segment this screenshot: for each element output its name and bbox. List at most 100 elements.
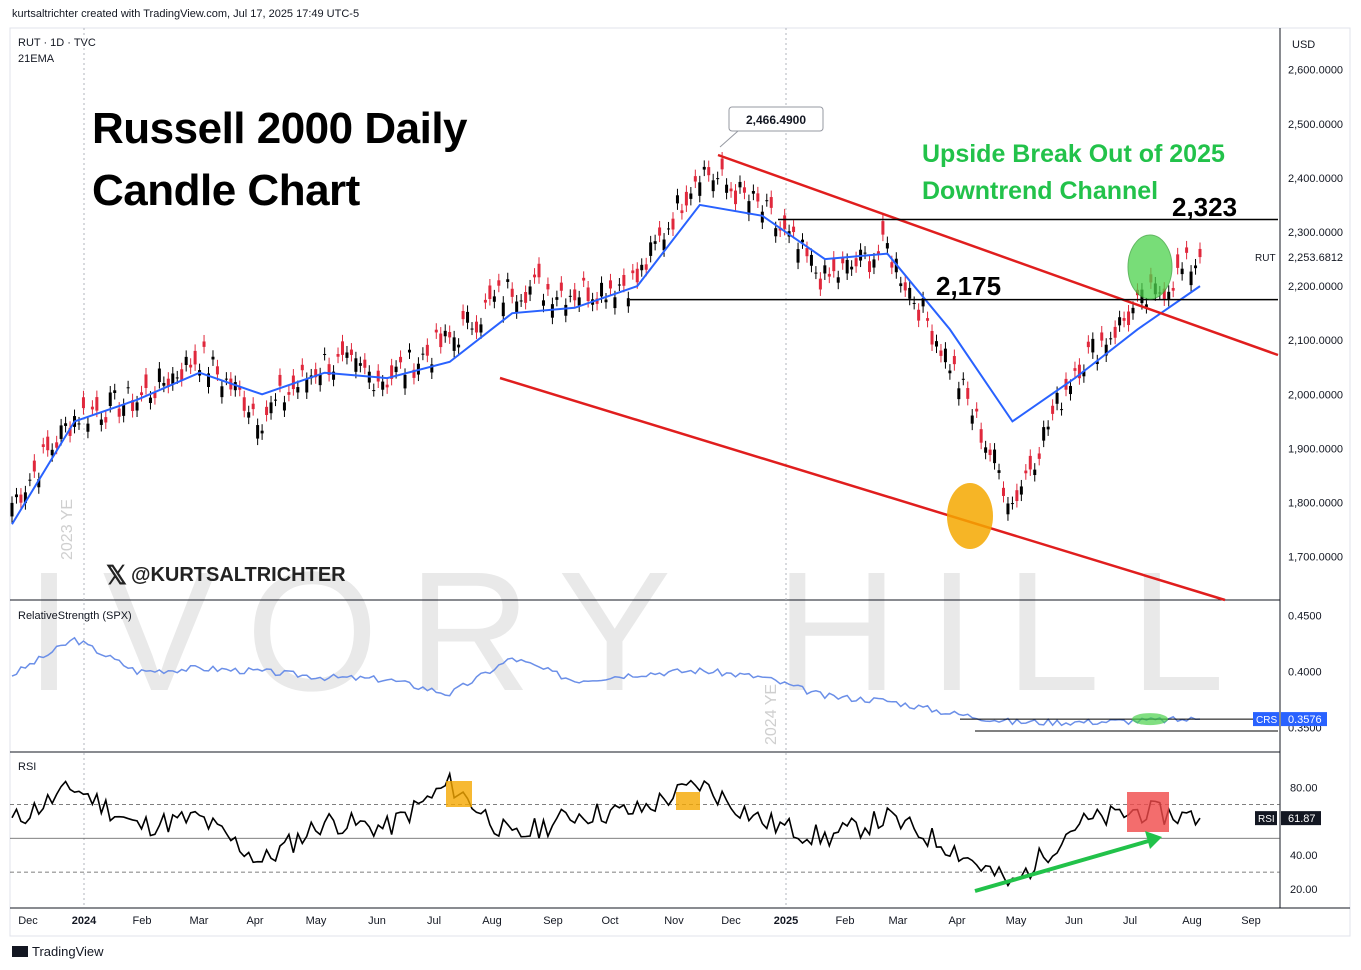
candle-body: [662, 239, 666, 251]
candle-body: [122, 405, 126, 416]
candle-body: [1077, 364, 1081, 379]
currency-label[interactable]: USD: [1292, 39, 1315, 51]
candle-body: [707, 167, 711, 176]
candle-body: [1171, 287, 1175, 291]
candle-body: [626, 298, 630, 307]
candle-body: [153, 392, 157, 399]
candle-body: [327, 364, 331, 375]
time-tick-label: Apr: [246, 915, 263, 927]
candle-body: [1046, 426, 1050, 430]
candle-body: [1060, 409, 1064, 411]
time-tick-label: May: [306, 915, 327, 927]
candle-body: [260, 430, 264, 434]
candle-body: [117, 408, 121, 417]
candle-body: [492, 296, 496, 302]
relative-strength-line: [11, 636, 1201, 727]
time-tick-label: May: [1006, 915, 1027, 927]
candle-body: [805, 248, 809, 257]
candle-body: [144, 374, 148, 388]
chart-title-line1: Russell 2000 Daily: [92, 104, 468, 153]
candle-body: [77, 423, 81, 425]
candle-body: [233, 382, 237, 391]
candle-body: [224, 378, 228, 380]
rs-pane-label[interactable]: RelativeStrength (SPX): [18, 610, 132, 622]
time-tick-label: Dec: [721, 915, 741, 927]
candle-body: [684, 191, 688, 206]
candle-body: [46, 436, 50, 451]
candle-body: [555, 297, 559, 300]
candle-body: [957, 388, 961, 400]
candle-body: [274, 399, 278, 401]
candle-body: [872, 259, 876, 268]
rsi-pane-label[interactable]: RSI: [18, 761, 36, 773]
candle-body: [961, 378, 965, 380]
candle-body: [845, 259, 849, 274]
candle-body: [640, 264, 644, 271]
ema-indicator-label[interactable]: 21EMA: [18, 53, 55, 65]
channel-upper-line: [717, 153, 1279, 357]
candle-body: [247, 412, 251, 418]
candle-body: [792, 226, 796, 233]
candle-body: [550, 304, 554, 318]
candle-body: [1010, 503, 1014, 505]
candle-body: [180, 369, 184, 381]
last-price-value: 2,253.6812: [1288, 252, 1343, 264]
candle-body: [850, 266, 854, 270]
candle-body: [667, 228, 671, 230]
rsi-pane[interactable]: [10, 770, 1280, 893]
candle-body: [541, 300, 545, 306]
watermark-text: IVORY HILL: [25, 537, 1254, 727]
candle-body: [649, 242, 653, 256]
candle-body: [443, 330, 447, 337]
time-tick-label: 2025: [774, 915, 798, 927]
candle-body: [881, 221, 885, 235]
candle-body: [841, 257, 845, 264]
candle-body: [251, 403, 255, 410]
candle-body: [586, 287, 590, 302]
candle-body: [399, 356, 403, 363]
price-tick-label: 1,700.0000: [1288, 552, 1343, 564]
rsi-divergence-arrowhead: [1145, 831, 1162, 849]
tradingview-footer[interactable]: TradingView: [12, 944, 104, 959]
candle-body: [1091, 338, 1095, 353]
breakout-text-line1: Upside Break Out of 2025: [922, 140, 1225, 168]
rsi-last-value-box: [1281, 811, 1321, 826]
candle-body: [876, 251, 880, 254]
candle-body: [885, 243, 889, 249]
tradingview-brand: TradingView: [32, 944, 104, 959]
chart-title-line2: Candle Chart: [92, 166, 360, 215]
candle-body: [818, 278, 822, 290]
candle-body: [934, 341, 938, 347]
symbol-line[interactable]: RUT · 1D · TVC: [18, 37, 96, 49]
relative-strength-pane[interactable]: [11, 636, 1278, 732]
peak-callout-box[interactable]: [728, 106, 824, 132]
candle-body: [564, 304, 568, 316]
candle-body: [470, 328, 474, 330]
candle-body: [1042, 427, 1046, 441]
candle-body: [354, 358, 358, 372]
candle-body: [1144, 304, 1148, 308]
candle-body: [573, 289, 577, 301]
candle-body: [796, 249, 800, 263]
candle-body: [421, 353, 425, 355]
candle-body: [635, 268, 639, 283]
candle-body: [979, 429, 983, 443]
candle-body: [390, 365, 394, 379]
candle-body: [988, 449, 992, 456]
candle-body: [582, 277, 586, 281]
rsi-current-marker: [1127, 792, 1169, 832]
candle-body: [1127, 311, 1131, 326]
candle-body: [336, 353, 340, 357]
candle-body: [497, 280, 501, 286]
candle-body: [917, 309, 921, 321]
candle-body: [448, 331, 452, 338]
candle-body: [305, 378, 309, 393]
time-tick-label: Sep: [543, 915, 563, 927]
candle-body: [10, 502, 14, 517]
time-tick-label: Apr: [948, 915, 965, 927]
candle-body: [671, 218, 675, 230]
price-pane[interactable]: [10, 152, 1279, 602]
candle-body: [113, 390, 117, 394]
candle-body: [189, 364, 193, 368]
